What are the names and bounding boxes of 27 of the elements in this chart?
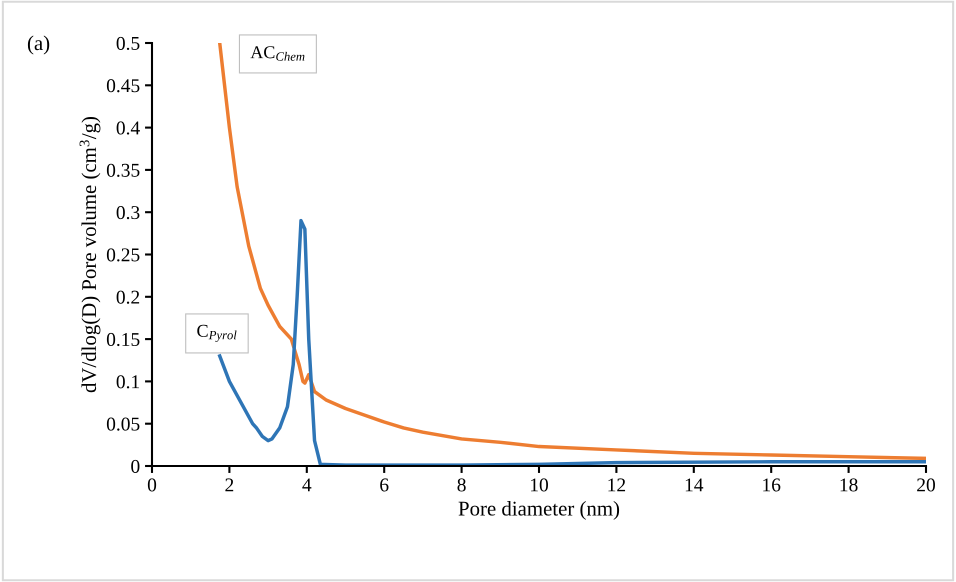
y-tick-label: 0.5 xyxy=(116,36,140,50)
x-tick-label: 20 xyxy=(917,478,935,492)
x-tick-label: 10 xyxy=(530,478,548,492)
y-tick-label: 0.3 xyxy=(116,206,140,220)
y-tick-label: 0.25 xyxy=(106,248,140,262)
x-tick-label: 8 xyxy=(457,478,466,492)
y-tick-label: 0.1 xyxy=(116,375,140,388)
y-tick-label: 0.05 xyxy=(106,418,140,431)
x-tick-label: 18 xyxy=(840,478,858,492)
x-tick-label: 4 xyxy=(302,478,312,492)
y-axis-title: dV/dlog(D) Pore volume (cm$^{3}$/g) xyxy=(80,116,100,392)
text: (a) xyxy=(28,36,50,54)
x-axis-title: Pore diameter (nm) xyxy=(458,500,620,520)
y-tick-label: 0.45 xyxy=(106,79,140,92)
y-tick-label: 0.4 xyxy=(116,121,140,135)
y-tick-label: 0.15 xyxy=(106,332,140,346)
y-tick-label: 0.2 xyxy=(116,290,140,304)
y-tick-label: 0 xyxy=(131,460,140,473)
x-tick-label: 2 xyxy=(225,478,234,492)
series-label: AC$_{Chem}$ xyxy=(250,46,304,61)
y-tick-label: 0.35 xyxy=(106,164,140,177)
x-tick-label: 6 xyxy=(380,478,388,492)
x-tick-label: 12 xyxy=(608,478,626,492)
x-tick-label: 0 xyxy=(148,478,156,492)
series-label: C$_{Pyrol}$ xyxy=(197,324,237,342)
x-tick-label: 14 xyxy=(686,478,704,492)
x-tick-label: 16 xyxy=(763,478,780,492)
